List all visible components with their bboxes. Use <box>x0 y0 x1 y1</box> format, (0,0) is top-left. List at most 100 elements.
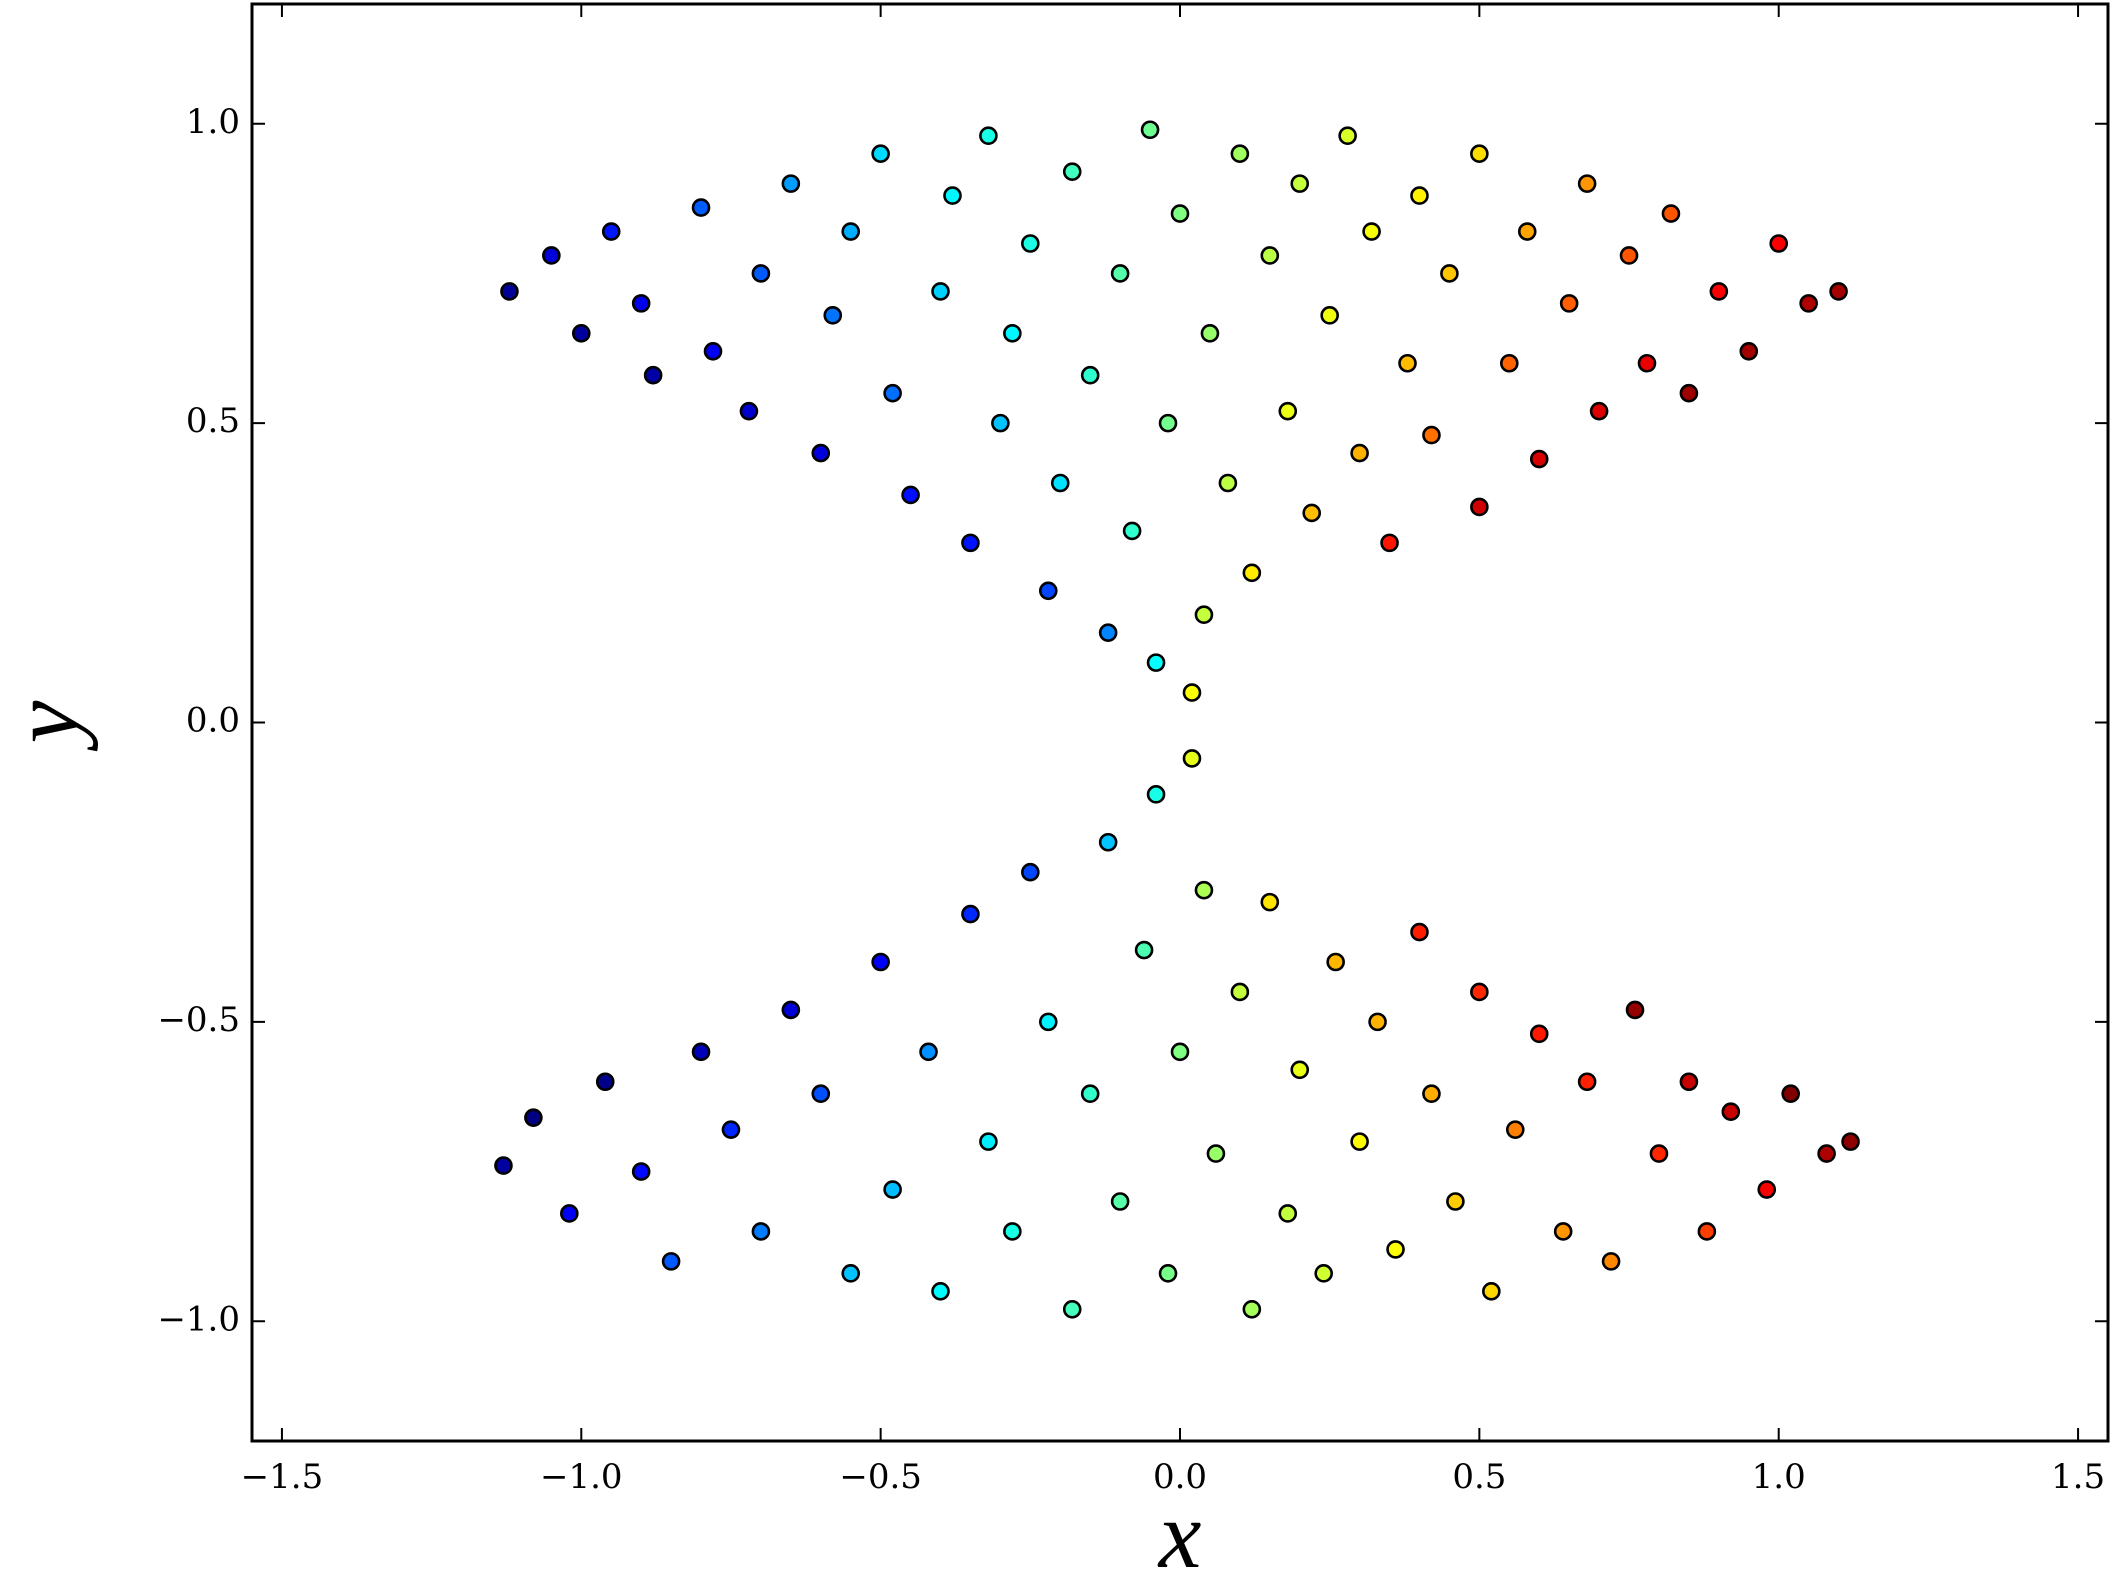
point <box>979 126 998 146</box>
point <box>1230 144 1250 163</box>
point <box>703 341 723 361</box>
point <box>1021 862 1040 882</box>
point <box>1050 473 1070 493</box>
point <box>1242 1299 1262 1319</box>
point <box>1290 1060 1310 1080</box>
point <box>841 1264 861 1283</box>
point <box>1817 1144 1836 1163</box>
point <box>1158 1264 1178 1283</box>
point <box>1080 365 1100 385</box>
point <box>871 952 890 972</box>
point <box>991 413 1010 433</box>
point <box>1769 234 1789 253</box>
point <box>721 1120 741 1139</box>
point <box>1200 324 1220 343</box>
point <box>919 1042 938 1062</box>
point <box>1841 1132 1860 1151</box>
point <box>500 282 519 301</box>
point <box>1038 1012 1058 1032</box>
point <box>1422 425 1441 445</box>
point <box>1314 1264 1333 1283</box>
point <box>1649 1144 1669 1163</box>
point <box>542 246 561 265</box>
point <box>1799 294 1818 313</box>
point <box>883 1180 902 1199</box>
point <box>871 144 890 163</box>
y-axis-label: y <box>0 700 98 752</box>
point <box>931 282 950 301</box>
point <box>1410 922 1429 942</box>
point <box>631 1162 651 1181</box>
point <box>1517 222 1537 241</box>
point <box>595 1072 615 1092</box>
point <box>1350 1132 1369 1151</box>
point <box>1577 174 1597 193</box>
point <box>571 324 591 343</box>
y-tick-label: 0.0 <box>186 701 240 741</box>
point <box>1470 982 1489 1002</box>
point <box>1158 413 1178 433</box>
x-axis-label: x <box>1157 1481 1202 1588</box>
point <box>1739 341 1759 361</box>
point <box>1260 892 1280 912</box>
point <box>1003 324 1022 343</box>
x-tick-label: −0.5 <box>839 1457 922 1497</box>
point <box>661 1252 681 1271</box>
point <box>1380 533 1399 553</box>
point <box>823 306 843 325</box>
point <box>1242 563 1262 583</box>
point <box>811 443 831 463</box>
point <box>1098 623 1118 642</box>
y-tick-label: 1.0 <box>186 102 240 142</box>
point <box>1098 832 1118 852</box>
y-tick-label: 0.5 <box>186 401 240 441</box>
point <box>1134 940 1154 960</box>
point <box>1499 353 1519 373</box>
point <box>961 904 980 924</box>
point <box>691 198 711 217</box>
plot-frame <box>250 2 2110 1443</box>
point <box>1410 186 1429 205</box>
point <box>751 1222 771 1241</box>
point <box>1326 952 1345 972</box>
point <box>901 485 920 505</box>
point <box>1422 1084 1441 1104</box>
point <box>1038 581 1058 601</box>
point <box>1721 1102 1741 1121</box>
point <box>1230 982 1250 1002</box>
point <box>1302 503 1322 523</box>
point <box>1482 1282 1501 1301</box>
point <box>1182 749 1202 768</box>
point <box>1446 1192 1465 1211</box>
point <box>1218 473 1238 493</box>
point <box>1170 204 1190 223</box>
point <box>1709 282 1729 301</box>
point <box>1338 126 1357 146</box>
point <box>1577 1072 1597 1092</box>
point <box>1386 1240 1405 1259</box>
point <box>739 401 759 421</box>
point <box>1553 1222 1573 1241</box>
y-tick-label: −1.0 <box>157 1299 240 1339</box>
point <box>781 1000 801 1020</box>
point <box>1194 880 1214 900</box>
point <box>1206 1144 1226 1163</box>
point <box>1170 1042 1190 1062</box>
y-tick-label: −0.5 <box>157 1000 240 1040</box>
point <box>1122 521 1142 541</box>
point <box>781 174 801 193</box>
x-tick-label: 1.0 <box>1752 1457 1806 1497</box>
point <box>979 1132 998 1151</box>
point <box>1625 1000 1645 1020</box>
point <box>1182 683 1202 702</box>
x-tick-label: 1.5 <box>2051 1457 2105 1497</box>
point <box>1679 383 1699 403</box>
point <box>560 1204 579 1223</box>
point <box>1021 234 1040 253</box>
point <box>1350 443 1369 463</box>
point <box>1697 1222 1717 1241</box>
point <box>643 365 663 385</box>
point <box>961 533 980 553</box>
point <box>931 1282 950 1301</box>
